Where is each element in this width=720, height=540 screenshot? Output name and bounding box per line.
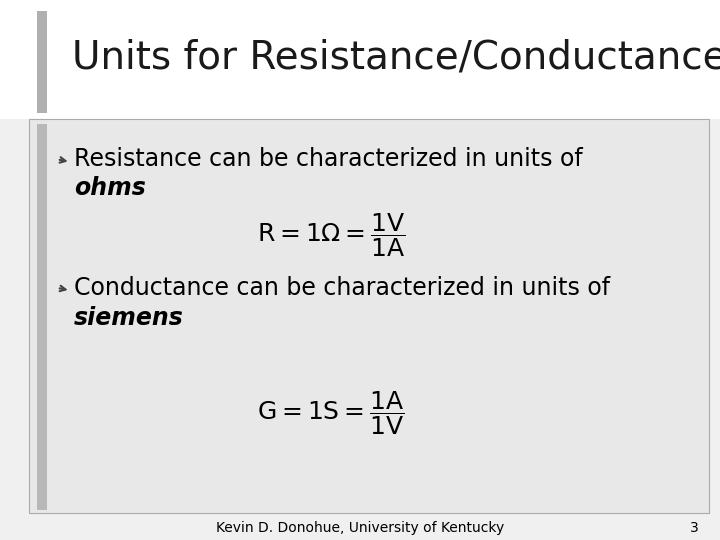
Text: $\mathrm{R = 1\Omega = \dfrac{1V}{1A}}$: $\mathrm{R = 1\Omega = \dfrac{1V}{1A}}$	[257, 211, 405, 259]
FancyBboxPatch shape	[0, 0, 720, 119]
Text: ohms: ohms	[74, 176, 146, 200]
Text: Kevin D. Donohue, University of Kentucky: Kevin D. Donohue, University of Kentucky	[216, 521, 504, 535]
Text: $\mathrm{G = 1S = \dfrac{1A}{1V}}$: $\mathrm{G = 1S = \dfrac{1A}{1V}}$	[258, 389, 405, 437]
Text: Conductance can be characterized in units of: Conductance can be characterized in unit…	[74, 276, 611, 300]
Text: Resistance can be characterized in units of: Resistance can be characterized in units…	[74, 147, 583, 171]
Text: siemens: siemens	[74, 306, 184, 329]
Text: :: :	[167, 306, 175, 329]
FancyBboxPatch shape	[37, 11, 47, 113]
FancyBboxPatch shape	[29, 119, 709, 513]
FancyBboxPatch shape	[37, 124, 47, 510]
Text: Units for Resistance/Conductance: Units for Resistance/Conductance	[72, 39, 720, 77]
Text: :: :	[133, 176, 141, 200]
Text: 3: 3	[690, 521, 698, 535]
